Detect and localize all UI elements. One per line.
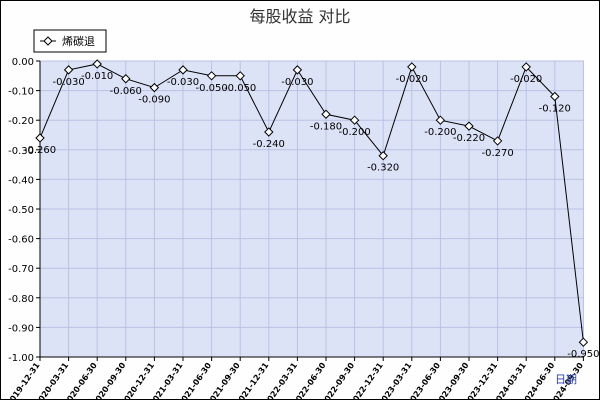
y-tick-label: -0.30 [8, 146, 34, 157]
data-point-marker [292, 65, 303, 75]
data-point-marker [578, 337, 589, 347]
data-label: -0.030 [281, 77, 313, 88]
data-point-marker [92, 59, 102, 69]
data-point-marker [206, 71, 217, 81]
legend-marker-icon [43, 36, 53, 46]
data-label: -0.200 [338, 127, 370, 138]
data-label: -0.020 [396, 74, 428, 85]
chart-title: 每股收益 对比 [249, 7, 350, 26]
data-point-marker [63, 65, 74, 75]
data-point-marker [407, 62, 417, 72]
x-axis-ticks: 2019-12-312020-03-312020-06-302020-09-30… [5, 357, 585, 400]
y-tick-label: -0.50 [8, 205, 34, 216]
x-axis-name: 日期 [555, 373, 577, 386]
data-label: -0.030 [167, 77, 199, 88]
data-label: -0.320 [367, 163, 399, 174]
data-label: -0.050 [224, 83, 256, 94]
data-label: -0.120 [539, 104, 571, 115]
data-point-marker [435, 115, 446, 125]
data-point-marker [121, 74, 131, 84]
data-label: -0.950 [567, 349, 599, 360]
y-tick-label: -0.90 [8, 323, 34, 334]
data-point-marker [321, 109, 331, 119]
data-point-marker [149, 82, 160, 93]
data-label: -0.220 [453, 133, 485, 144]
y-tick-label: -0.20 [8, 116, 34, 127]
data-labels: -0.260-0.030-0.010-0.060-0.090-0.030-0.0… [24, 71, 600, 360]
data-label: -0.270 [481, 148, 513, 159]
data-label: -0.050 [195, 83, 227, 94]
legend: 烯碳退 [33, 29, 107, 53]
data-label: -0.180 [310, 121, 342, 132]
data-label: -0.240 [253, 139, 285, 150]
data-point-marker [235, 71, 245, 81]
y-tick-label: -0.80 [8, 294, 34, 305]
series-eps [35, 59, 589, 347]
data-label: -0.260 [24, 145, 56, 156]
data-label: -0.060 [110, 86, 142, 97]
data-point-marker [178, 65, 188, 75]
data-point-marker [492, 136, 503, 146]
data-point-marker [464, 121, 474, 131]
data-point-marker [349, 115, 360, 125]
data-label: -0.200 [424, 127, 456, 138]
x-tick-label: 2019-12-31 [5, 361, 42, 400]
data-label: -0.020 [510, 74, 542, 85]
series-line [39, 63, 584, 343]
data-label: -0.010 [81, 71, 113, 82]
data-point-marker [35, 133, 45, 143]
legend-label: 烯碳退 [62, 34, 95, 48]
data-point-marker [378, 151, 388, 161]
data-point-marker [550, 91, 560, 102]
data-point-marker [521, 62, 531, 72]
y-tick-label: -1.00 [8, 353, 34, 364]
y-tick-label: -0.60 [8, 235, 34, 246]
y-tick-label: -0.40 [8, 175, 34, 186]
y-tick-label: 0.00 [12, 57, 34, 68]
y-axis-ticks: 0.00 -0.10 -0.20 -0.30 -0.40 -0.50 -0.60 -0.70 -… [8, 57, 40, 364]
legend-box [33, 29, 107, 53]
y-tick-label: -0.10 [8, 87, 34, 98]
data-label: -0.030 [52, 77, 84, 88]
y-tick-label: -0.70 [8, 264, 34, 275]
data-label: -0.090 [138, 95, 170, 106]
data-point-marker [264, 127, 274, 137]
